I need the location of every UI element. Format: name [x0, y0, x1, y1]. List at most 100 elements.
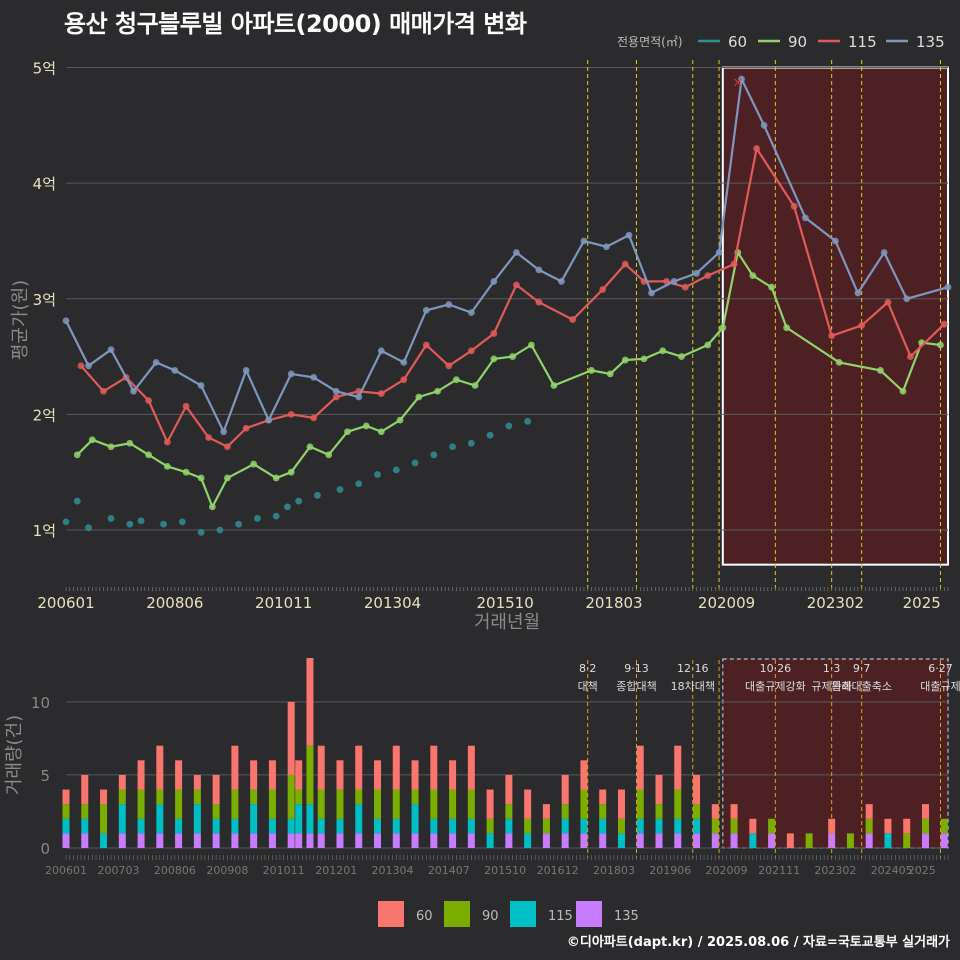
price-point-60: [430, 451, 438, 459]
price-point-90: [396, 416, 404, 424]
volume-bar-90: [336, 789, 344, 819]
price-point-90: [223, 474, 231, 482]
price-point-60: [126, 520, 134, 528]
volume-bar-135: [655, 833, 663, 848]
volume-bar-90: [374, 789, 382, 819]
volume-bar-90: [921, 818, 929, 834]
policy-label-text: 18차대책: [671, 680, 715, 693]
price-point-115: [332, 393, 340, 401]
volume-bar-135: [768, 833, 776, 848]
price-point-90: [377, 428, 385, 436]
price-point-60: [284, 503, 291, 511]
price-point-60: [62, 518, 70, 526]
volume-y-tick-label: 5: [40, 767, 50, 785]
price-x-tick-label: 202009: [698, 594, 755, 612]
price-point-115: [512, 281, 520, 289]
volume-bar-60: [449, 760, 457, 790]
price-point-60: [235, 520, 243, 528]
volume-bar-90: [306, 745, 314, 805]
volume-bar-115: [449, 818, 457, 834]
volume-bar-90: [268, 789, 276, 819]
price-point-135: [400, 358, 408, 366]
volume-bar-60: [156, 745, 164, 790]
price-point-90: [362, 422, 370, 430]
price-point-135: [854, 289, 862, 297]
volume-bar-60: [287, 701, 295, 775]
volume-bar-90: [711, 818, 719, 834]
volume-bar-115: [295, 804, 303, 834]
volume-bar-90: [231, 789, 239, 819]
price-point-135: [197, 382, 205, 389]
price-point-135: [625, 231, 633, 239]
price-point-135: [62, 317, 70, 325]
price-point-115: [400, 376, 408, 384]
volume-bar-115: [306, 804, 314, 834]
volume-bar-135: [137, 833, 145, 848]
price-point-90: [640, 355, 648, 363]
price-y-tick-label: 2억: [33, 406, 56, 424]
volume-bar-60: [212, 774, 220, 805]
volume-bar-60: [674, 745, 682, 790]
volume-bar-115: [100, 833, 108, 848]
volume-bar-90: [674, 789, 682, 819]
price-point-115: [663, 278, 670, 285]
volume-x-tick-label: 202009: [706, 864, 748, 877]
volume-bar-90: [542, 818, 550, 834]
price-point-90: [783, 324, 791, 332]
price-point-115: [621, 260, 629, 268]
volume-bar-90: [118, 789, 126, 805]
volume-x-tick-label: 202111: [758, 864, 800, 877]
volume-bar-135: [636, 833, 644, 848]
price-x-tick-label: 201011: [255, 594, 312, 612]
volume-bar-135: [411, 833, 419, 848]
volume-bar-60: [118, 774, 126, 790]
volume-bar-135: [268, 833, 276, 848]
price-point-60: [254, 515, 261, 522]
price-legend-label-60: 60: [728, 33, 747, 51]
price-y-tick-label: 1억: [33, 522, 56, 540]
volume-x-tick-label: 2025: [908, 864, 936, 877]
volume-bar-135: [542, 833, 550, 848]
volume-bar-90: [617, 818, 625, 834]
price-point-135: [107, 346, 115, 354]
volume-bar-60: [137, 760, 145, 790]
price-point-60: [336, 486, 344, 493]
volume-bar-60: [392, 745, 400, 790]
volume-bar-60: [81, 774, 89, 805]
volume-x-tick-label: 201011: [263, 864, 305, 877]
volume-bar-115: [250, 804, 258, 834]
volume-bar-60: [693, 774, 701, 805]
price-point-90: [588, 367, 595, 374]
price-point-115: [287, 410, 295, 418]
price-x-tick-label: 200806: [146, 594, 203, 612]
volume-bar-115: [561, 818, 569, 834]
volume-y-tick-label: 10: [31, 694, 50, 712]
volume-bar-60: [599, 789, 607, 805]
volume-bar-135: [711, 833, 719, 848]
volume-bar-115: [392, 818, 400, 834]
volume-bar-135: [62, 833, 70, 848]
price-point-115: [377, 390, 385, 397]
volume-bar-90: [467, 789, 475, 819]
price-point-135: [310, 373, 318, 381]
volume-bar-135: [693, 833, 701, 848]
volume-bar-90: [392, 789, 400, 819]
volume-bar-115: [81, 818, 89, 834]
price-point-115: [599, 286, 607, 293]
volume-bar-60: [524, 789, 532, 819]
price-point-115: [145, 397, 152, 404]
volume-bar-60: [62, 789, 70, 805]
price-point-135: [171, 367, 179, 374]
price-point-135: [445, 301, 453, 308]
price-point-60: [524, 417, 532, 425]
volume-bar-60: [636, 745, 644, 790]
volume-legend-label-90: 90: [482, 909, 499, 924]
price-point-60: [467, 439, 475, 447]
policy-label-date: 9·13: [624, 662, 649, 675]
price-point-135: [242, 367, 250, 374]
price-point-90: [768, 283, 775, 291]
price-point-90: [73, 451, 81, 459]
price-point-115: [205, 434, 213, 441]
price-point-90: [527, 341, 535, 349]
volume-bar-90: [846, 833, 854, 848]
